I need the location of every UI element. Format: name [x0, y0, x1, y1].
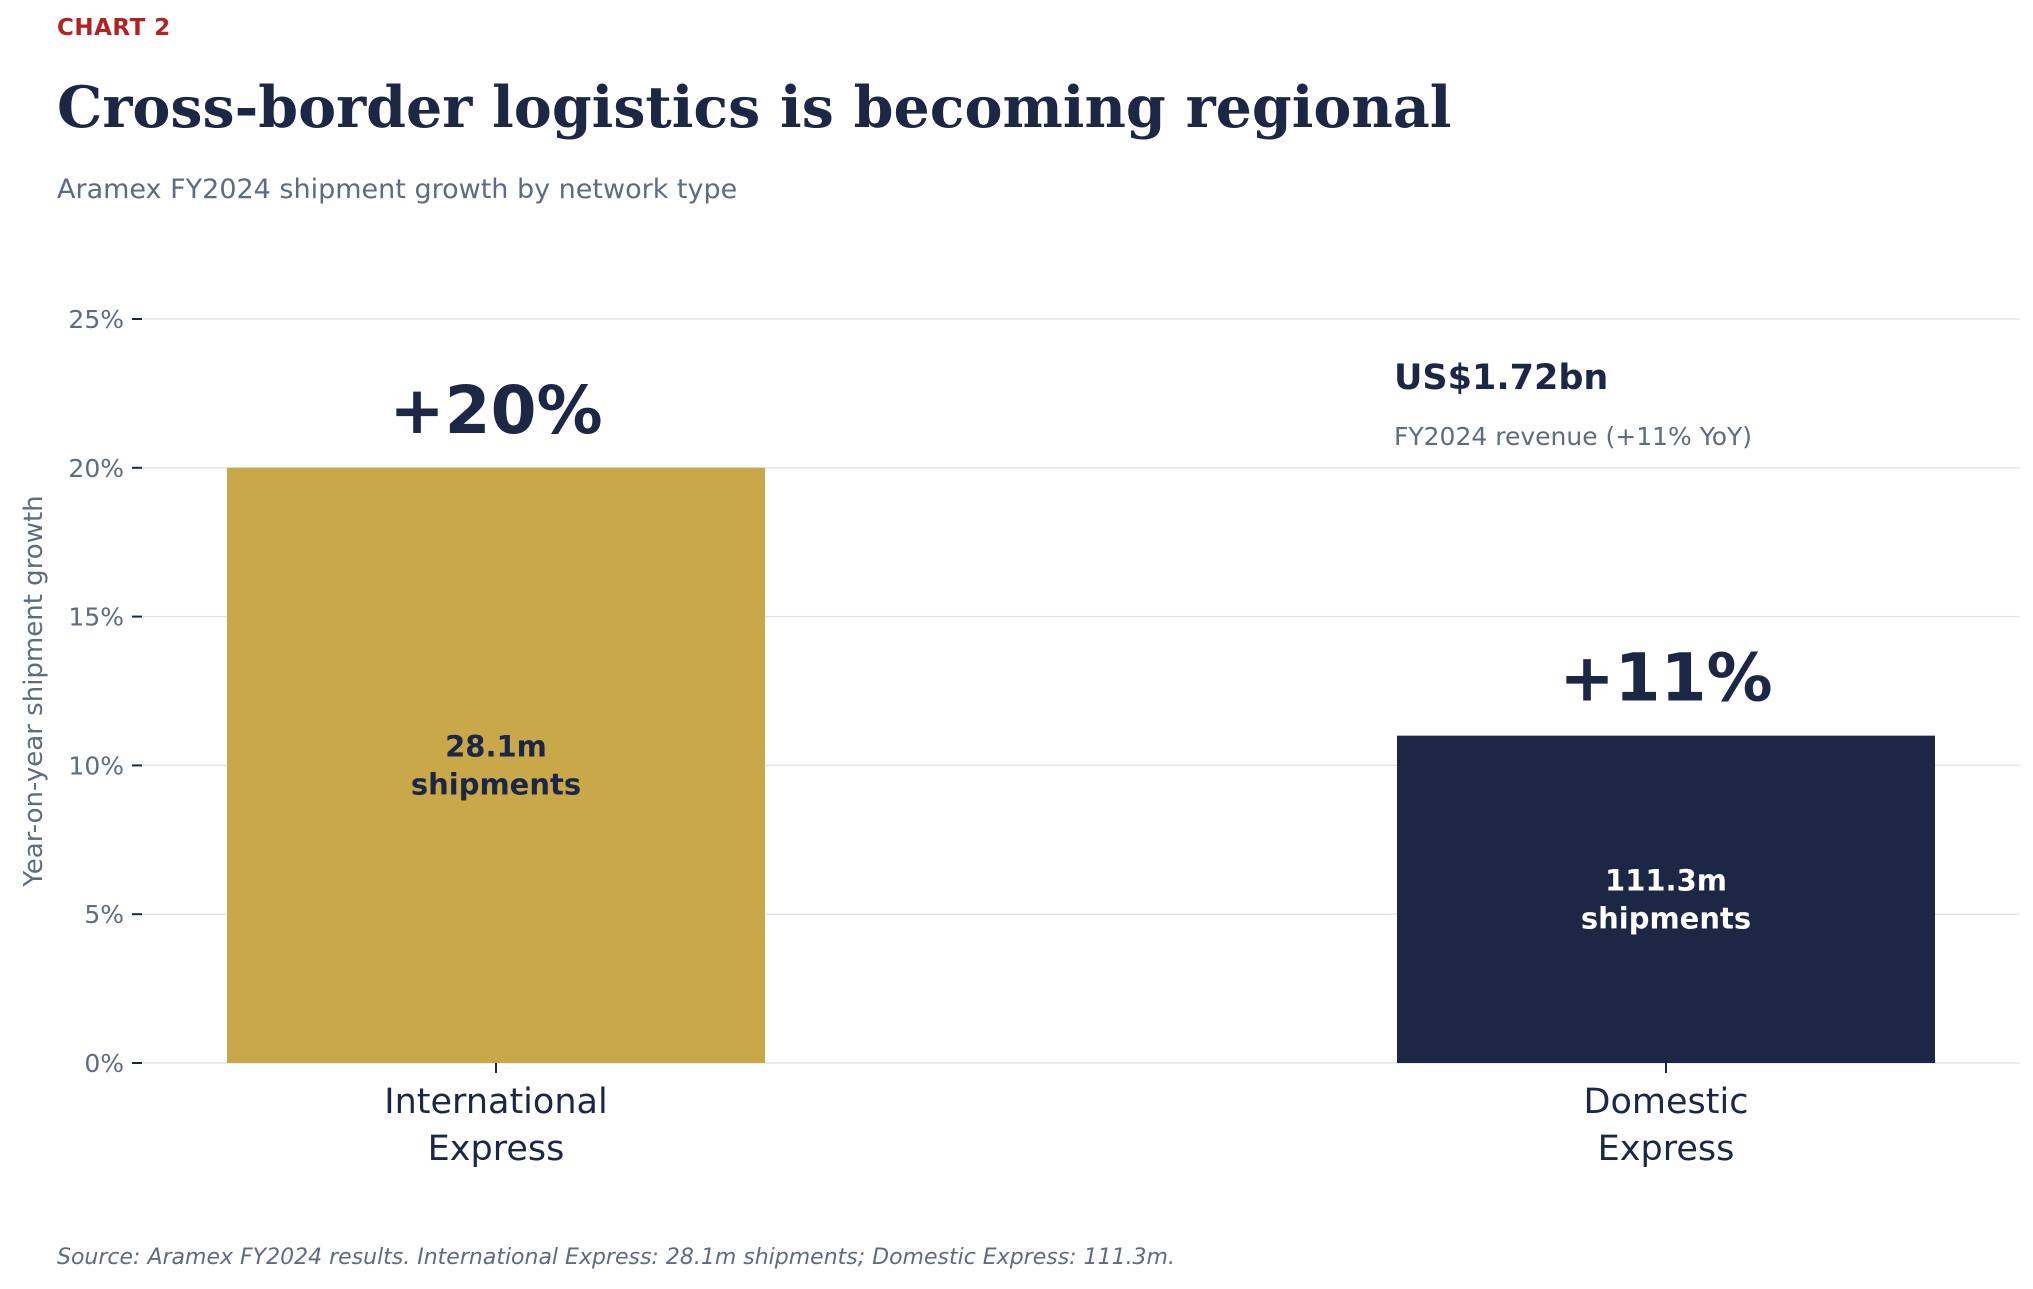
bar	[227, 467, 765, 1063]
bar-inner-label: shipments	[1581, 901, 1751, 935]
bar	[1397, 735, 1935, 1063]
bar-inner-label: shipments	[411, 767, 581, 801]
bar-layer: +20% 28.1m shipments +11% 111.3m shipments	[227, 372, 1935, 1063]
chart-title: Cross-border logistics is becoming regio…	[57, 74, 1452, 141]
y-tick-label: 25%	[68, 305, 124, 334]
axis-layer: 0% 5% 10% 15% 20% 25% International Express Dome…	[68, 305, 1748, 1169]
y-tick-label: 20%	[68, 454, 124, 483]
source-note: Source: Aramex FY2024 results. Internati…	[57, 1245, 1175, 1270]
y-tick-label: 10%	[68, 751, 124, 780]
bar-value-label: +20%	[389, 372, 602, 449]
chart-subtitle: Aramex FY2024 shipment growth by network…	[57, 174, 738, 205]
x-tick-label: Domestic	[1584, 1082, 1749, 1122]
y-tick-label: 0%	[84, 1049, 124, 1078]
y-tick-label: 5%	[84, 900, 124, 929]
bar-value-label: +11%	[1559, 640, 1772, 717]
revenue-callout-value: US$1.72bn	[1394, 358, 1608, 398]
x-tick-label: Express	[428, 1129, 565, 1169]
bar-inner-label: 111.3m	[1605, 863, 1727, 897]
x-tick-label: International	[384, 1082, 607, 1122]
x-tick-label: Express	[1598, 1129, 1735, 1169]
bar-inner-label: 28.1m	[445, 729, 547, 763]
y-tick-label: 15%	[68, 603, 124, 632]
revenue-callout-label: FY2024 revenue (+11% YoY)	[1394, 422, 1752, 451]
chart-kicker: CHART 2	[57, 15, 171, 41]
y-axis-label: Year-on-year shipment growth	[19, 495, 49, 887]
